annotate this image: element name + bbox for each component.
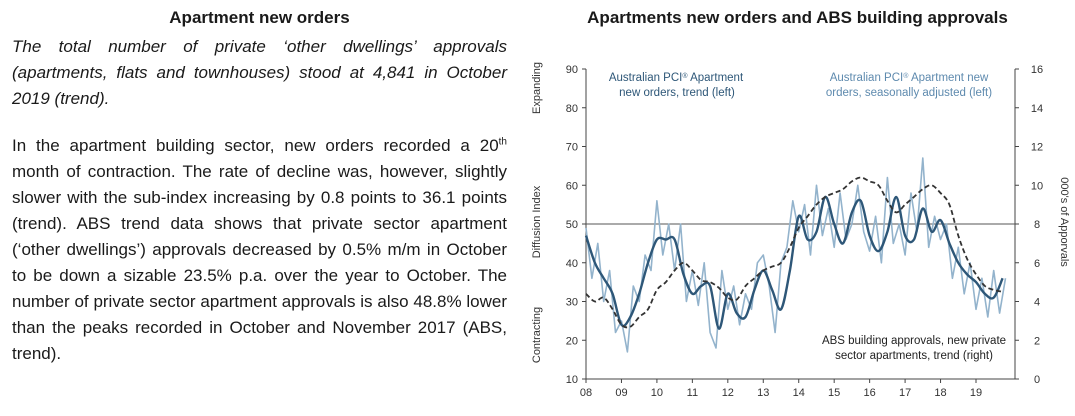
x-tick-label: 16 (864, 387, 876, 399)
body-text-start: In the apartment building sector, new or… (12, 136, 499, 155)
chart-panel: Apartments new orders and ABS building a… (520, 0, 1075, 416)
x-tick-label: 11 (687, 387, 698, 399)
abs-annotation-line2: sector apartments, trend (right) (835, 350, 993, 362)
chart-title: Apartments new orders and ABS building a… (587, 8, 1008, 27)
y-left-tick-label: 40 (566, 258, 578, 270)
trend-annotation-line2: new orders, trend (left) (619, 87, 735, 99)
y-axis-left-label: Diffusion Index (531, 185, 543, 258)
y-right-tick-label: 14 (1031, 103, 1043, 115)
y-right-tick-label: 12 (1031, 142, 1043, 154)
y-side-bottom-label: Contracting (531, 307, 543, 363)
y-left-tick-label: 80 (566, 103, 578, 115)
abs-series-line (585, 176, 1003, 329)
abs-annotation-line1: ABS building approvals, new private (822, 335, 1006, 347)
body-paragraph: In the apartment building sector, new or… (12, 133, 507, 367)
y-right-tick-label: 8 (1034, 219, 1040, 231)
y-left-tick-label: 10 (566, 374, 578, 386)
sa-annotation-line2: orders, seasonally adjusted (left) (826, 87, 992, 99)
y-right-tick-label: 4 (1034, 297, 1040, 309)
y-left-tick-label: 90 (566, 64, 578, 76)
y-side-top-label: Expanding (531, 62, 543, 114)
y-right-tick-label: 10 (1031, 180, 1043, 192)
sa-annotation: Australian PCI® Apartment new orders, se… (826, 72, 992, 100)
body-text-rest: month of contraction. The rate of declin… (12, 162, 507, 363)
y-left-tick-label: 30 (566, 297, 578, 309)
sa-series-line (585, 157, 1007, 353)
abs-annotation: ABS building approvals, new private sect… (822, 335, 1006, 362)
series-group (584, 157, 1007, 353)
sa-annotation-line1: Australian PCI® Apartment new (830, 72, 989, 85)
x-tick-label: 12 (722, 387, 734, 399)
trend-annotation: Australian PCI® Apartment new orders, tr… (609, 72, 744, 100)
x-tick-label: 15 (828, 387, 840, 399)
y-right-tick-label: 2 (1034, 335, 1040, 347)
text-column: Apartment new orders The total number of… (12, 8, 507, 367)
y-axis-right-label: 000's of Apporvals (1058, 177, 1070, 267)
y-right-tick-label: 6 (1034, 258, 1040, 270)
y-left-tick-label: 20 (566, 335, 578, 347)
x-tick-label: 14 (793, 387, 805, 399)
y-left-tick-label: 50 (566, 219, 578, 231)
x-tick-label: 18 (934, 387, 946, 399)
trend-series-line (584, 195, 1004, 330)
section-title: Apartment new orders (169, 8, 350, 27)
y-right-tick-label: 0 (1034, 374, 1040, 386)
x-tick-label: 08 (580, 387, 592, 399)
x-tick-label: 09 (615, 387, 627, 399)
intro-paragraph: The total number of private ‘other dwell… (12, 37, 507, 108)
x-tick-label: 10 (651, 387, 663, 399)
x-tick-label: 17 (899, 387, 911, 399)
trend-annotation-line1: Australian PCI® Apartment (609, 72, 744, 85)
y-right-tick-label: 16 (1031, 64, 1043, 76)
y-left-tick-label: 70 (566, 142, 578, 154)
ordinal-suffix: th (498, 136, 507, 148)
x-tick-label: 13 (757, 387, 769, 399)
x-tick-label: 19 (970, 387, 982, 399)
y-left-tick-label: 60 (566, 180, 578, 192)
